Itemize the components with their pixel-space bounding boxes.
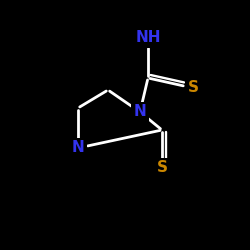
Text: N: N: [72, 140, 85, 156]
Text: NH: NH: [135, 30, 161, 46]
Text: S: S: [188, 80, 198, 96]
Text: S: S: [156, 160, 168, 176]
Text: N: N: [134, 104, 146, 120]
